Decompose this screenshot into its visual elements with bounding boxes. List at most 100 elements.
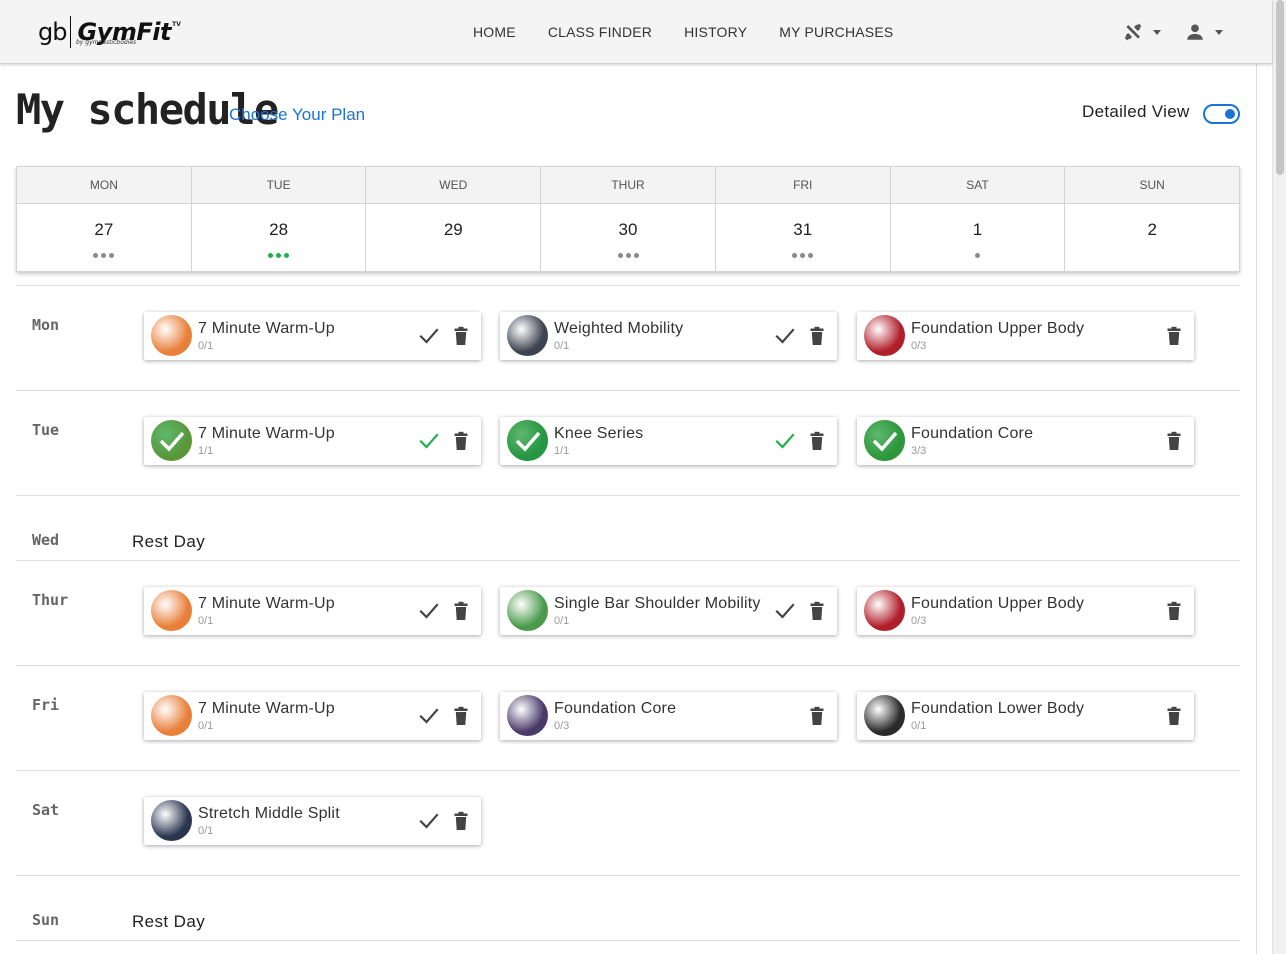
toggle-knob — [1225, 109, 1235, 119]
class-title: Single Bar Shoulder Mobility — [554, 595, 761, 612]
trash-icon[interactable] — [453, 601, 469, 621]
trash-icon[interactable] — [453, 326, 469, 346]
class-thumbnail — [151, 420, 192, 461]
class-thumbnail — [864, 420, 905, 461]
class-title: Stretch Middle Split — [198, 805, 340, 822]
rest-day-label: Rest Day — [132, 532, 206, 551]
class-card[interactable]: 7 Minute Warm-Up 0/1 — [144, 587, 481, 635]
class-card[interactable]: Foundation Upper Body 0/3 — [857, 587, 1194, 635]
week-day-label: SAT — [890, 167, 1065, 204]
account-menu[interactable] — [1184, 18, 1223, 46]
trash-icon[interactable] — [453, 706, 469, 726]
gymfit-logo[interactable]: gb GymFit TV by gymnasticbodies — [38, 14, 181, 50]
trash-icon[interactable] — [809, 706, 825, 726]
page-title: My schedule — [16, 85, 279, 134]
class-card[interactable]: 7 Minute Warm-Up 0/1 — [144, 312, 481, 360]
class-card[interactable]: Foundation Core 0/3 — [500, 692, 837, 740]
trash-icon[interactable] — [809, 601, 825, 621]
logo-divider — [70, 16, 72, 48]
class-title: 7 Minute Warm-Up — [198, 700, 335, 717]
week-day-label: WED — [366, 167, 541, 204]
trash-icon[interactable] — [453, 811, 469, 831]
check-icon[interactable] — [775, 327, 795, 345]
week-calendar: MON 27 TUE 28 WED 29 THUR 30 FRI 31 SAT 1 SUN 2 — [16, 166, 1240, 272]
trash-icon[interactable] — [809, 326, 825, 346]
class-card[interactable]: Knee Series 1/1 — [500, 417, 837, 465]
detailed-view-toggle[interactable] — [1203, 104, 1240, 124]
class-dot — [109, 253, 115, 258]
day-name: Fri — [32, 696, 60, 714]
class-card[interactable]: Foundation Upper Body 0/3 — [857, 312, 1194, 360]
week-day-date: 30 — [618, 220, 638, 239]
day-name: Wed — [32, 531, 60, 549]
trash-icon[interactable] — [809, 431, 825, 451]
trash-icon[interactable] — [1166, 601, 1182, 621]
check-icon[interactable] — [419, 432, 439, 450]
nav-class-finder[interactable]: CLASS FINDER — [547, 24, 653, 40]
day-name: Thur — [32, 591, 69, 609]
scrollbar-thumb[interactable] — [1276, 0, 1284, 175]
completed-check-icon — [864, 420, 905, 461]
detailed-view-label: Detailed View — [1082, 102, 1190, 121]
logo-name: GymFit — [77, 18, 171, 46]
day-row-sat: Sat Stretch Middle Split 0/1 — [16, 771, 1240, 876]
class-dot — [974, 253, 980, 258]
class-progress-count: 0/3 — [911, 340, 927, 352]
class-dot — [276, 253, 282, 258]
day-name: Sat — [32, 801, 60, 819]
nav-home[interactable]: HOME — [473, 24, 516, 40]
chevron-down-icon — [1153, 29, 1161, 35]
class-card[interactable]: Stretch Middle Split 0/1 — [144, 797, 481, 845]
check-icon[interactable] — [775, 602, 795, 620]
week-day-wed[interactable]: WED 29 — [366, 167, 542, 271]
trash-icon[interactable] — [453, 431, 469, 451]
class-progress-count: 0/3 — [911, 615, 927, 627]
choose-plan-link[interactable]: Choose Your Plan — [229, 105, 366, 124]
class-progress-count: 0/1 — [198, 340, 214, 352]
class-thumbnail — [507, 315, 548, 356]
week-day-label: MON — [17, 167, 191, 204]
logo-tm: TV — [172, 21, 181, 28]
week-day-date: 1 — [972, 220, 983, 239]
trash-icon[interactable] — [1166, 326, 1182, 346]
nav-my-purchases[interactable]: MY PURCHASES — [779, 24, 894, 40]
class-dots — [716, 253, 890, 258]
week-day-fri[interactable]: FRI 31 — [715, 167, 891, 271]
class-dot — [101, 253, 107, 258]
week-day-sat[interactable]: SAT 1 — [890, 167, 1066, 271]
check-icon[interactable] — [419, 812, 439, 830]
nav-history[interactable]: HISTORY — [684, 24, 748, 40]
week-day-label: THUR — [541, 167, 715, 204]
class-progress-count: 0/1 — [198, 615, 214, 627]
week-day-thur[interactable]: THUR 30 — [541, 167, 716, 271]
check-icon[interactable] — [419, 602, 439, 620]
class-card[interactable]: Single Bar Shoulder Mobility 0/1 — [500, 587, 837, 635]
week-day-sun[interactable]: SUN 2 — [1065, 167, 1240, 271]
check-icon[interactable] — [775, 432, 795, 450]
equipment-menu[interactable] — [1122, 18, 1161, 46]
week-day-date: 31 — [793, 220, 813, 239]
week-day-mon[interactable]: MON 27 — [17, 167, 192, 271]
class-title: Foundation Core — [554, 700, 677, 717]
class-card[interactable]: Foundation Lower Body 0/1 — [857, 692, 1194, 740]
chevron-down-icon — [1215, 29, 1223, 35]
check-icon[interactable] — [419, 707, 439, 725]
class-dots — [541, 253, 715, 258]
class-thumbnail — [864, 315, 905, 356]
class-dots — [17, 253, 191, 258]
week-day-tue[interactable]: TUE 28 — [191, 167, 367, 271]
class-card[interactable]: 7 Minute Warm-Up 0/1 — [144, 692, 481, 740]
check-icon[interactable] — [419, 327, 439, 345]
day-row-sun: Sun Rest Day — [16, 876, 1240, 941]
class-progress-count: 0/3 — [554, 720, 570, 732]
trash-icon[interactable] — [1166, 431, 1182, 451]
week-day-date: 2 — [1147, 220, 1157, 239]
day-row-mon: Mon 7 Minute Warm-Up 0/1 Weighted Mobility 0… — [16, 286, 1240, 391]
class-card[interactable]: Weighted Mobility 0/1 — [500, 312, 837, 360]
class-card[interactable]: 7 Minute Warm-Up 1/1 — [144, 417, 481, 465]
trash-icon[interactable] — [1166, 706, 1182, 726]
class-card[interactable]: Foundation Core 3/3 — [857, 417, 1194, 465]
class-dots — [891, 253, 1065, 258]
page-scrollbar[interactable] — [1272, 0, 1286, 954]
rest-day-label: Rest Day — [132, 912, 206, 931]
